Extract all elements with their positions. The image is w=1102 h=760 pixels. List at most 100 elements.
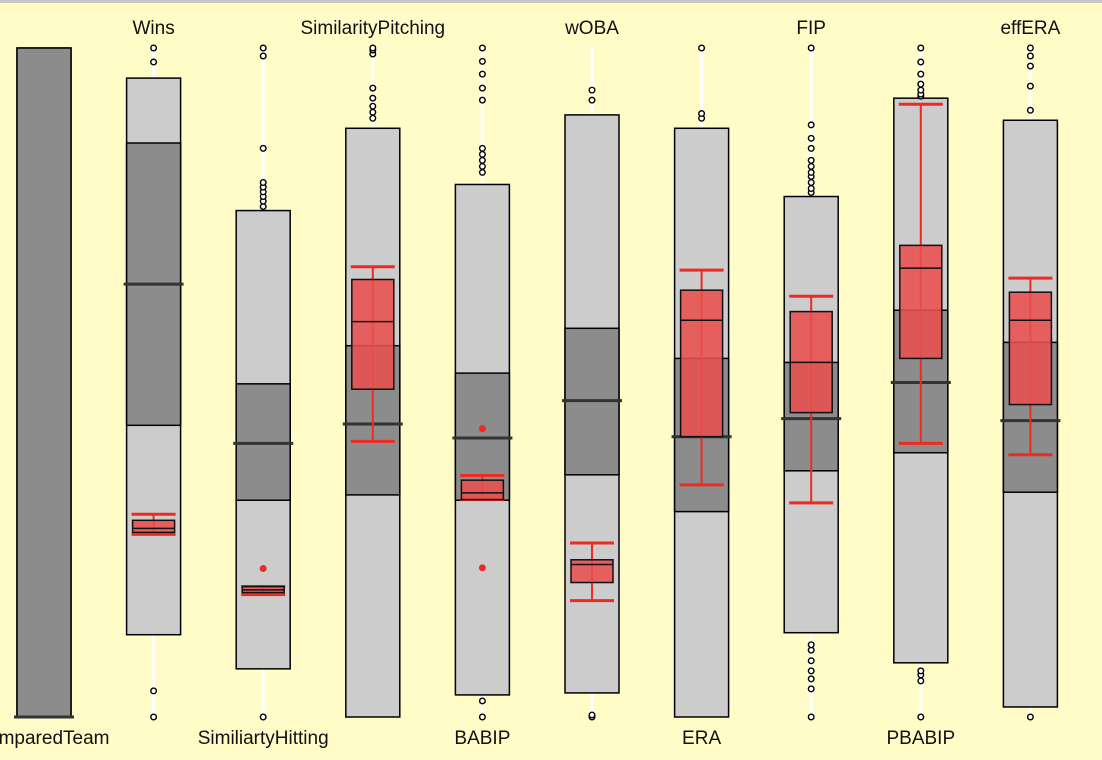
- highlight-box: [351, 278, 395, 390]
- outlier-point: [917, 80, 925, 88]
- outlier-point: [698, 110, 706, 118]
- outlier-point: [478, 70, 486, 78]
- outlier-point: [917, 44, 925, 52]
- column-label-comparedTeam: comparedTeam: [0, 728, 109, 749]
- outlier-point: [807, 657, 815, 665]
- outlier-point: [807, 685, 815, 693]
- outlier-point: [259, 144, 267, 152]
- highlight-box: [131, 519, 176, 534]
- column-ERA: ERA: [671, 44, 732, 749]
- highlight-boxplot: [789, 294, 834, 505]
- outlier-point: [917, 70, 925, 78]
- outlier-point: [150, 713, 158, 721]
- outlier-point: [1026, 106, 1034, 114]
- outlier-point: [807, 675, 815, 683]
- outlier-point: [478, 156, 486, 164]
- highlight-box: [899, 244, 943, 360]
- outlier-point: [1026, 82, 1034, 90]
- highlight-point: [478, 425, 486, 433]
- outlier-point: [150, 44, 158, 52]
- highlight-box: [679, 289, 724, 438]
- outlier-point: [917, 713, 925, 721]
- column-label-SimilarityPitching: SimilarityPitching: [300, 18, 445, 39]
- outlier-point: [259, 52, 267, 60]
- highlight-boxplot: [898, 102, 943, 445]
- outlier-point: [369, 44, 377, 52]
- outlier-point: [150, 687, 158, 695]
- outlier-point: [150, 58, 158, 66]
- outlier-point: [588, 86, 596, 94]
- outlier-point: [807, 121, 815, 129]
- outlier-point: [698, 44, 706, 52]
- outlier-point: [807, 641, 815, 649]
- column-label-effERA: effERA: [1000, 18, 1060, 39]
- outlier-point: [917, 86, 925, 94]
- column-label-Wins: Wins: [132, 18, 174, 39]
- outlier-point: [917, 677, 925, 685]
- column-effERA: effERA: [1000, 18, 1061, 721]
- outlier-point: [478, 57, 486, 65]
- column-label-SimiliartyHitting: SimiliartyHitting: [198, 728, 329, 749]
- boxplot-columns: comparedTeam Wins SimiliartyHitting Similar…: [0, 18, 1061, 749]
- highlight-point: [478, 564, 486, 572]
- column-Wins: Wins: [123, 18, 184, 721]
- outlier-point: [807, 713, 815, 721]
- outlier-point: [478, 150, 486, 158]
- highlight-boxplot: [460, 425, 505, 572]
- outlier-point: [917, 58, 925, 66]
- outlier-point: [807, 178, 815, 186]
- column-label-wOBA: wOBA: [564, 18, 619, 39]
- highlight-boxplot: [350, 265, 395, 443]
- highlight-boxplot: [131, 512, 176, 536]
- outlier-point: [478, 144, 486, 152]
- interquartile-box: [16, 47, 72, 718]
- column-SimiliartyHitting: SimiliartyHitting: [198, 44, 329, 749]
- column-comparedTeam: comparedTeam: [0, 47, 109, 749]
- column-label-ERA: ERA: [682, 728, 721, 749]
- outlier-point: [807, 667, 815, 675]
- outlier-point: [1026, 713, 1034, 721]
- column-label-FIP: FIP: [796, 18, 826, 39]
- outlier-point: [807, 44, 815, 52]
- column-BABIP: BABIP: [452, 44, 513, 749]
- outlier-point: [807, 134, 815, 142]
- column-label-PBABIP: PBABIP: [886, 728, 955, 749]
- outlier-point: [478, 96, 486, 104]
- outlier-point: [478, 713, 486, 721]
- outlier-point: [369, 94, 377, 102]
- outlier-point: [478, 44, 486, 52]
- outlier-point: [1026, 52, 1034, 60]
- outlier-point: [259, 44, 267, 52]
- outlier-point: [588, 96, 596, 104]
- column-PBABIP: PBABIP: [886, 44, 955, 749]
- outlier-point: [369, 84, 377, 92]
- outlier-point: [259, 178, 267, 186]
- outlier-point: [478, 697, 486, 705]
- outlier-point: [478, 162, 486, 170]
- column-FIP: FIP: [781, 18, 842, 721]
- highlight-boxplot: [679, 268, 724, 487]
- highlight-box: [1008, 291, 1053, 406]
- outlier-point: [588, 711, 596, 719]
- highlight-boxplot: [1008, 276, 1053, 457]
- outlier-point: [917, 667, 925, 675]
- outlier-point: [807, 162, 815, 170]
- outlier-point: [478, 168, 486, 176]
- column-label-BABIP: BABIP: [454, 728, 510, 749]
- highlight-box: [460, 479, 505, 501]
- highlight-boxplot: [570, 541, 614, 603]
- column-wOBA: wOBA: [562, 18, 622, 721]
- outlier-point: [807, 168, 815, 176]
- highlight-point: [259, 564, 267, 572]
- outlier-point: [807, 156, 815, 164]
- outlier-point: [478, 84, 486, 92]
- highlight-boxplot: [241, 564, 286, 597]
- outlier-point: [1026, 62, 1034, 70]
- outlier-point: [807, 184, 815, 192]
- outlier-point: [369, 114, 377, 122]
- highlight-box: [570, 559, 614, 584]
- outlier-point: [807, 144, 815, 152]
- outlier-point: [369, 102, 377, 110]
- column-SimilarityPitching: SimilarityPitching: [300, 18, 445, 718]
